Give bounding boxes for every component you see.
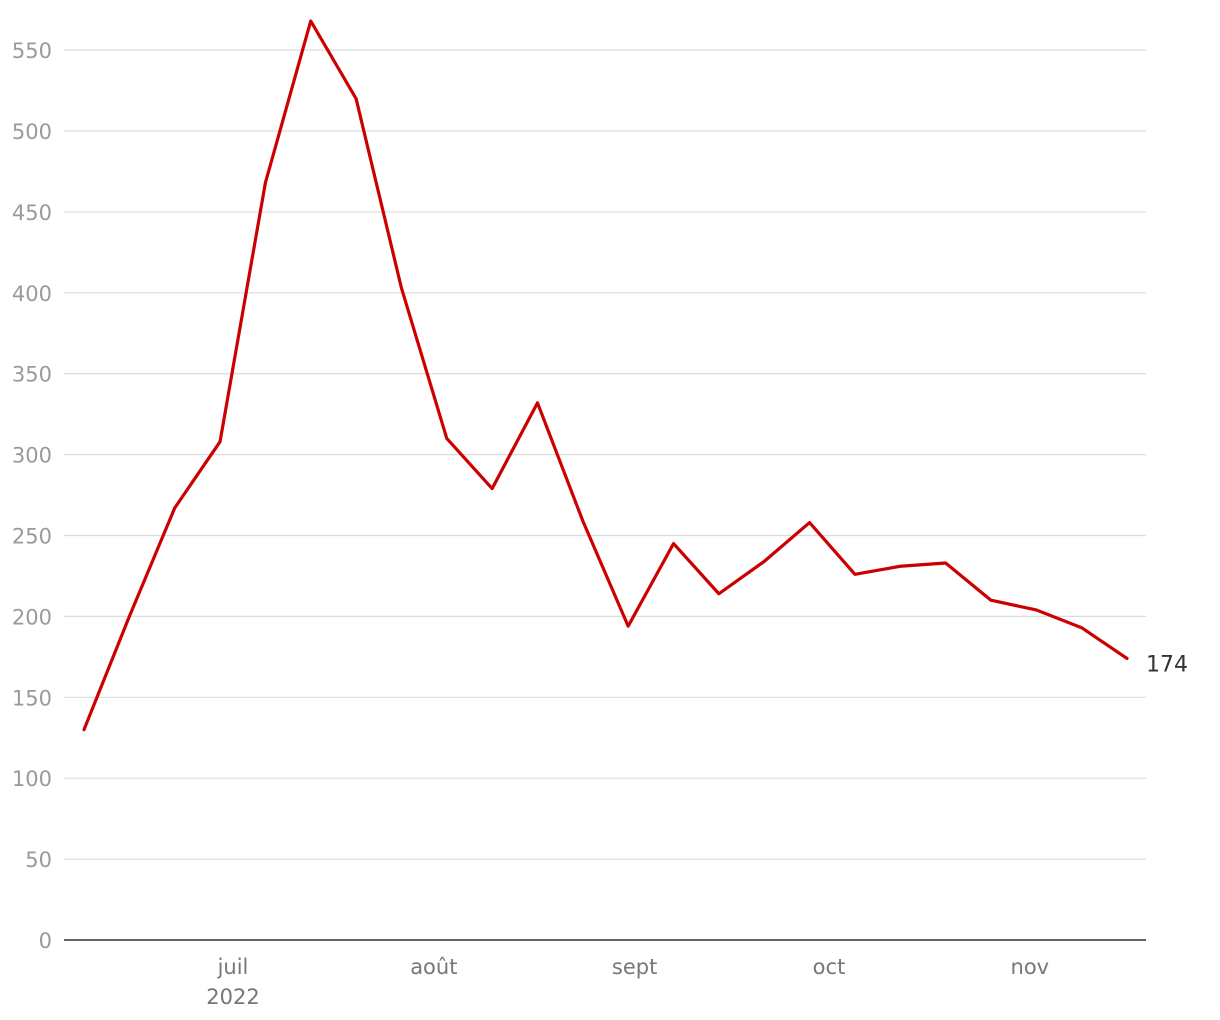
x-tick-label-août: août <box>410 955 457 979</box>
series-line-0 <box>82 19 1129 732</box>
end-value-label: 174 <box>1146 652 1188 677</box>
y-tick-label-100: 100 <box>12 767 52 791</box>
y-tick-label-50: 50 <box>25 848 52 872</box>
x-axis: juil 2022 août sept oct nov <box>64 939 1146 1009</box>
grid <box>64 49 1146 860</box>
y-tick-label-450: 450 <box>12 201 52 225</box>
x-tick-label-sept: sept <box>612 955 657 979</box>
x-tick-label-oct: oct <box>813 955 846 979</box>
x-tick-label-juil: juil <box>217 955 249 979</box>
y-tick-label-300: 300 <box>12 444 52 468</box>
y-tick-label-350: 350 <box>12 363 52 387</box>
y-tick-label-250: 250 <box>12 525 52 549</box>
y-tick-label-550: 550 <box>12 39 52 63</box>
y-tick-label-200: 200 <box>12 605 52 629</box>
y-axis: 0 50 100 150 200 250 300 350 400 450 500 550 <box>12 39 52 953</box>
series: 174 <box>82 19 1188 732</box>
y-tick-label-150: 150 <box>12 686 52 710</box>
y-tick-label-400: 400 <box>12 282 52 306</box>
x-tick-sublabel-year: 2022 <box>206 985 259 1009</box>
y-tick-label-500: 500 <box>12 120 52 144</box>
y-tick-label-0: 0 <box>39 929 52 953</box>
x-tick-label-nov: nov <box>1011 955 1050 979</box>
